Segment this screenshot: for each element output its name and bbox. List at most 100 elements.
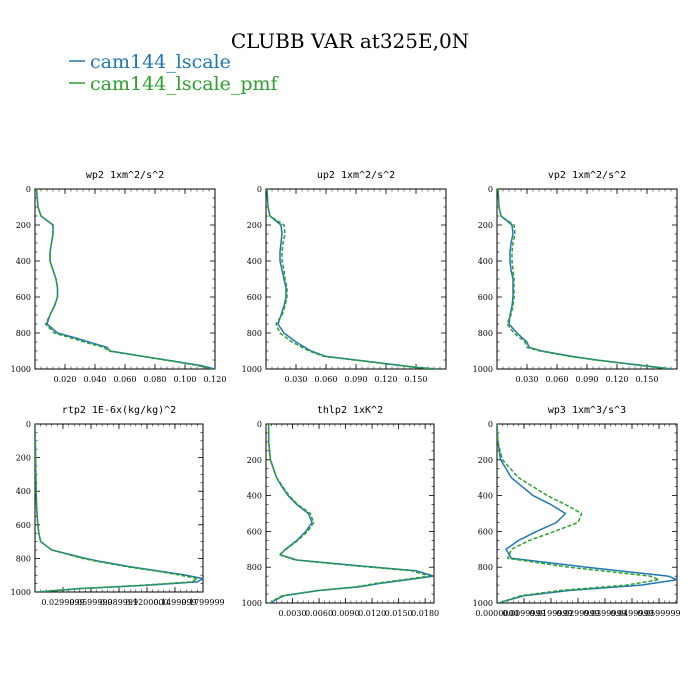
x-tick-label: 0.0299999 — [41, 598, 84, 607]
y-tick-label: 800 — [16, 554, 31, 563]
y-tick-label: 600 — [247, 293, 262, 302]
y-tick-label: 800 — [247, 563, 262, 572]
panel-5: thlp2 1xK^2 0 200 400 600 800 1000 0.00300.0060… — [242, 405, 440, 618]
panel-title: wp2 1xm^2/s^2 — [86, 170, 164, 181]
series-line-cam144-lscale-pmf — [35, 189, 213, 369]
x-tick-label: 0.1499999 — [153, 598, 196, 607]
y-tick-label: 200 — [247, 221, 262, 230]
y-tick-label: 600 — [478, 293, 493, 302]
x-tick-label: 0.0399999 — [583, 609, 626, 618]
x-tick-label: 0.1799999 — [181, 598, 224, 607]
x-tick-label: 0.089999 — [100, 598, 138, 607]
x-tick-label: 0.060 — [315, 375, 338, 384]
y-tick-label: 0 — [26, 185, 31, 194]
y-tick-label: 0 — [488, 185, 493, 194]
plot-frame — [34, 188, 216, 370]
panel-6: wp3 1xm^3/s^3020040060080010000.00000000… — [473, 405, 681, 618]
y-tick-label: 600 — [16, 521, 31, 530]
x-tick-label: 0.0150 — [385, 609, 413, 618]
y-tick-label: 0 — [26, 420, 31, 429]
x-tick-label: 0.0599999 — [637, 609, 680, 618]
x-tick-label: 0.0599999 — [69, 598, 112, 607]
legend-label-pmf: cam144_lscale_pmf — [90, 73, 280, 95]
figure-title: CLUBB VAR at325E,0N — [231, 29, 469, 53]
x-tick-label: 0.1200000 — [125, 598, 168, 607]
y-tick-label: 0 — [488, 420, 493, 429]
y-tick-label: 800 — [478, 329, 493, 338]
y-tick-label: 800 — [16, 329, 31, 338]
x-tick-label: 0.0099999 — [502, 609, 545, 618]
legend: cam144_lscale cam144_lscale_pmf — [69, 51, 280, 95]
y-tick-label: 1000 — [11, 588, 31, 597]
x-tick-label: 0.100 — [174, 375, 197, 384]
y-tick-label: 600 — [478, 527, 493, 536]
y-tick-label: 200 — [16, 221, 31, 230]
x-tick-label: 0.040 — [84, 375, 107, 384]
panel-title: up2 1xm^2/s^2 — [317, 170, 395, 181]
series-line-cam144-lscale — [267, 424, 434, 603]
legend-label-lscale: cam144_lscale — [90, 51, 231, 73]
series-line-cam144-lscale-pmf — [497, 189, 670, 369]
x-tick-label: 0.0199999 — [529, 609, 572, 618]
y-tick-label: 400 — [16, 257, 31, 266]
x-tick-label: 0.080 — [144, 375, 167, 384]
series-line-cam144-lscale-pmf — [35, 424, 199, 592]
x-tick-label: 0.0180 — [411, 609, 439, 618]
y-tick-label: 200 — [16, 454, 31, 463]
series-line-cam144-lscale — [497, 424, 677, 603]
panel-title: wp3 1xm^3/s^3 — [548, 405, 626, 416]
panel-4: rtp2 1E-6x(kg/kg)^2 0 200 400 600 800 1000 0.02… — [11, 405, 225, 607]
series-line-cam144-lscale-pmf — [267, 424, 431, 603]
series-line-cam144-lscale — [35, 189, 215, 369]
y-tick-label: 600 — [16, 293, 31, 302]
y-tick-label: 400 — [247, 257, 262, 266]
panel-1: wp2 1xm^2/s^2 0 200 400 600 800 1000 0.020 0.040… — [11, 170, 227, 384]
x-tick-label: 0.0299999 — [556, 609, 599, 618]
y-tick-label: 1000 — [11, 365, 31, 374]
x-tick-label: 0.0120 — [358, 609, 386, 618]
x-tick-label: 0.0060 — [305, 609, 333, 618]
panels: wp2 1xm^2/s^2 0 200 400 600 800 1000 0.020 0.040… — [11, 170, 681, 618]
x-tick-label: 0.090 — [576, 375, 599, 384]
y-tick-label: 200 — [247, 456, 262, 465]
y-tick-label: 800 — [478, 563, 493, 572]
x-tick-label: 0.0030 — [279, 609, 307, 618]
panel-title: vp2 1xm^2/s^2 — [548, 170, 626, 181]
y-tick-label: 1000 — [473, 365, 493, 374]
panel-title: thlp2 1xK^2 — [317, 405, 383, 416]
y-tick-label: 400 — [16, 487, 31, 496]
y-tick-label: 1000 — [242, 365, 262, 374]
x-tick-label: 0.030 — [516, 375, 539, 384]
x-tick-label: 0.020 — [54, 375, 77, 384]
x-tick-label: 0.060 — [114, 375, 137, 384]
x-tick-label: 0.150 — [636, 375, 659, 384]
x-tick-label: 0.060 — [546, 375, 569, 384]
x-tick-label: 0.0090 — [332, 609, 360, 618]
plot-frame — [265, 423, 435, 604]
x-tick-label: 0.090 — [345, 375, 368, 384]
x-tick-label: 0.150 — [405, 375, 428, 384]
y-tick-label: 600 — [247, 527, 262, 536]
x-tick-label: 0.120 — [375, 375, 398, 384]
series-line-cam144-lscale — [35, 424, 203, 592]
panel-title: rtp2 1E-6x(kg/kg)^2 — [62, 405, 176, 416]
series-line-cam144-lscale-pmf — [266, 189, 435, 369]
y-tick-label: 200 — [478, 221, 493, 230]
y-tick-label: 1000 — [473, 599, 493, 608]
y-tick-label: 0 — [257, 420, 262, 429]
panel-3: vp2 1xm^2/s^2 0 200 400 600 800 1000 0.030 0.060… — [473, 170, 678, 384]
y-tick-label: 1000 — [242, 599, 262, 608]
panel-2: up2 1xm^2/s^2 0 200 400 600 800 1000 0.030 0.060… — [242, 170, 447, 384]
plot-frame — [34, 423, 204, 593]
y-tick-label: 0 — [257, 185, 262, 194]
x-tick-label: 0.0499999 — [610, 609, 653, 618]
y-tick-label: 400 — [478, 257, 493, 266]
y-tick-label: 400 — [247, 492, 262, 501]
x-tick-label: 0.120 — [606, 375, 629, 384]
x-tick-label: 0.030 — [285, 375, 308, 384]
y-tick-label: 400 — [478, 492, 493, 501]
y-tick-label: 800 — [247, 329, 262, 338]
x-tick-label: 0.120 — [204, 375, 227, 384]
y-tick-label: 200 — [478, 456, 493, 465]
